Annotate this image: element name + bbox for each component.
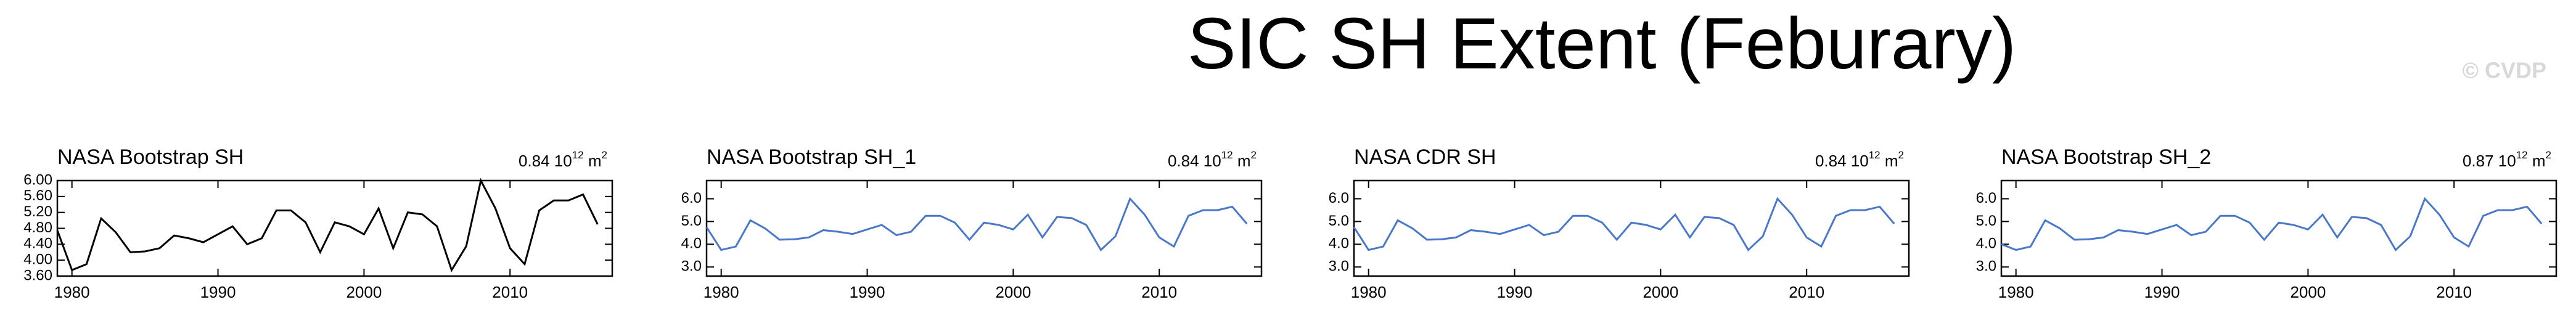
annotation-part: 12 [1221,149,1233,161]
y-tick-label: 4.00 [23,251,52,268]
x-tick-label: 2000 [1643,283,1678,301]
y-tick-label: 5.60 [23,187,52,204]
y-tick-label: 4.0 [1329,235,1349,252]
x-tick-label: 1990 [200,283,236,301]
x-tick-label: 2010 [492,283,528,301]
y-tick-label: 4.40 [23,235,52,252]
annotation-part: 0.87 10 [2463,152,2516,170]
y-tick-label: 4.0 [1976,235,1996,252]
panel-annotation: 0.87 1012 m2 [2463,149,2551,169]
panel-title: NASA Bootstrap SH_2 [2001,145,2211,169]
y-tick-label: 6.0 [1976,190,1996,206]
x-tick-label: 1980 [1998,283,2034,301]
plot-frame [1353,179,1910,277]
annotation-part: 2 [1251,149,1257,161]
data-line [705,197,1248,251]
y-tick-label: 3.0 [681,258,702,275]
x-tick-label: 1980 [54,283,90,301]
annotation-part: 2 [1898,149,1904,161]
x-tick-label: 1980 [703,283,739,301]
panel-annotation: 0.84 1012 m2 [1815,149,1904,169]
panel-annotation: 0.84 1012 m2 [519,149,607,169]
x-tick-label: 1990 [1497,283,1533,301]
watermark: © CVDP [2462,58,2546,83]
annotation-part: m [584,152,602,170]
annotation-part: 12 [572,149,584,161]
x-tick-label: 2010 [1789,283,1824,301]
y-tick-label: 4.0 [681,235,702,252]
x-tick-label: 2000 [346,283,382,301]
panel-title: NASA CDR SH [1354,145,1496,169]
page-title: SIC SH Extent (Feburary) [1188,3,2016,84]
y-tick-label: 5.20 [23,203,52,220]
annotation-part: 12 [2516,149,2528,161]
x-tick-label: 1980 [1351,283,1387,301]
annotation-part: 2 [2546,149,2551,161]
y-tick-label: 4.80 [23,219,52,236]
annotation-part: 2 [602,149,607,161]
annotation-part: m [2528,152,2546,170]
plot-frame [2000,179,2558,277]
panel-title: NASA Bootstrap SH_1 [707,145,916,169]
y-tick-label: 6.0 [681,190,702,206]
annotation-part: m [1881,152,1898,170]
y-tick-label: 3.60 [23,267,52,283]
annotation-part: 0.84 10 [1168,152,1221,170]
y-tick-label: 6.0 [1329,190,1349,206]
annotation-part: 0.84 10 [519,152,572,170]
y-tick-label: 5.0 [1976,213,1996,229]
plot-frame [56,179,613,277]
y-tick-label: 3.0 [1329,258,1349,275]
y-tick-label: 5.0 [681,213,702,229]
data-line [2001,197,2543,251]
x-tick-label: 2010 [1141,283,1177,301]
annotation-part: m [1233,152,1251,170]
y-tick-label: 6.00 [23,171,52,188]
x-tick-label: 2000 [2290,283,2326,301]
panel-title: NASA Bootstrap SH [57,145,244,169]
data-line [56,177,599,272]
x-tick-label: 1990 [2144,283,2180,301]
plot-frame [705,179,1263,277]
annotation-part: 12 [1869,149,1881,161]
x-tick-label: 2010 [2436,283,2472,301]
x-tick-label: 1990 [850,283,885,301]
y-tick-label: 5.0 [1329,213,1349,229]
y-tick-label: 3.0 [1976,258,1996,275]
data-line [1353,197,1895,251]
annotation-part: 0.84 10 [1815,152,1869,170]
panel-annotation: 0.84 1012 m2 [1168,149,1257,169]
x-tick-label: 2000 [995,283,1031,301]
